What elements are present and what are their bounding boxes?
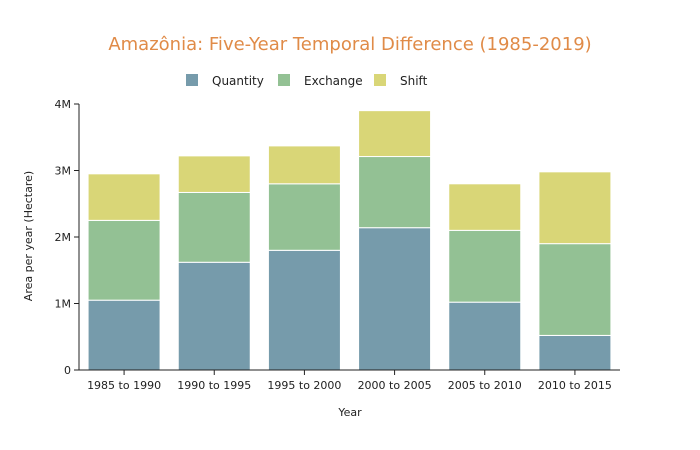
legend-swatch-shift [374, 74, 386, 86]
bar-shift-2 [267, 145, 341, 185]
bar-exchange-4 [448, 229, 522, 303]
x-axis-label: Year [337, 406, 362, 419]
bar-quantity-2 [267, 249, 341, 371]
x-tick-label: 2000 to 2005 [358, 379, 432, 392]
y-tick-label: 2M [55, 231, 72, 244]
y-tick-label: 1M [55, 298, 72, 311]
x-tick-label: 2010 to 2015 [538, 379, 612, 392]
legend-swatch-exchange [278, 74, 290, 86]
bars-group [87, 110, 612, 371]
bar-quantity-4 [448, 301, 522, 371]
y-tick-label: 3M [55, 165, 72, 178]
x-tick-label: 1990 to 1995 [177, 379, 251, 392]
legend-label-exchange: Exchange [304, 74, 363, 88]
bar-exchange-0 [87, 219, 161, 301]
bar-exchange-3 [358, 156, 432, 229]
bar-quantity-0 [87, 299, 161, 371]
y-axis-label: Area per year (Hectare) [22, 171, 35, 301]
legend-label-shift: Shift [400, 74, 428, 88]
legend: Quantity Exchange Shift [186, 74, 428, 88]
x-tick-label: 1995 to 2000 [267, 379, 341, 392]
bar-shift-5 [538, 171, 612, 245]
y-axis: 0 1M 2M 3M 4M [55, 98, 80, 377]
legend-swatch-quantity [186, 74, 198, 86]
bar-quantity-5 [538, 334, 612, 371]
bar-exchange-1 [177, 191, 251, 263]
bar-shift-4 [448, 183, 522, 231]
bar-shift-0 [87, 173, 161, 221]
bar-shift-1 [177, 155, 251, 193]
y-tick-label: 4M [55, 98, 72, 111]
bar-quantity-1 [177, 261, 251, 371]
x-axis: 1985 to 1990 1990 to 1995 1995 to 2000 2000… [79, 369, 620, 392]
x-tick-label: 2005 to 2010 [448, 379, 522, 392]
bar-quantity-3 [358, 227, 432, 371]
y-tick-label: 0 [64, 364, 71, 377]
legend-label-quantity: Quantity [212, 74, 264, 88]
x-tick-label: 1985 to 1990 [87, 379, 161, 392]
bar-exchange-2 [267, 183, 341, 251]
plot-area: 0 1M 2M 3M 4M 1985 to 1990 1990 to 1995 1995 t… [55, 98, 620, 392]
bar-exchange-5 [538, 243, 612, 336]
bar-shift-3 [358, 110, 432, 158]
chart-title: Amazônia: Five-Year Temporal Difference … [108, 34, 591, 55]
